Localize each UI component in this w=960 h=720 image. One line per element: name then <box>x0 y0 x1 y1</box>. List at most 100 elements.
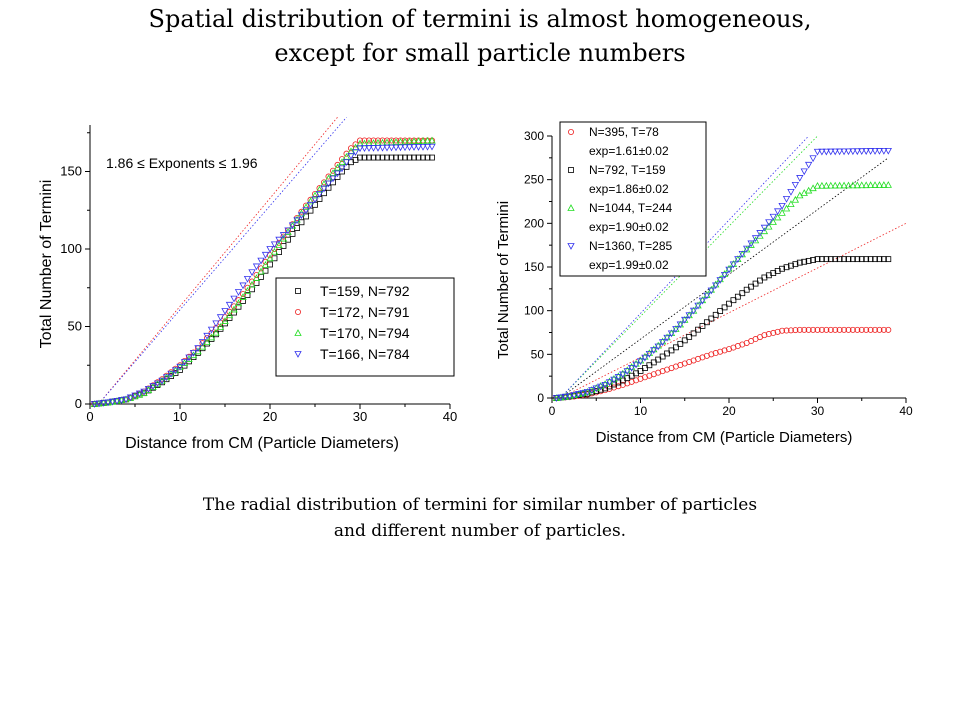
right-chart-legend-exp: exp=1.99±0.02 <box>589 258 669 272</box>
left-chart-data-point <box>392 144 400 152</box>
right-chart-fit-line <box>560 222 907 399</box>
right-chart-data-point <box>796 175 804 182</box>
right-chart-data-point <box>716 277 724 284</box>
slide-title-line-1: Spatial distribution of termini is almos… <box>148 5 812 33</box>
right-chart-data-point <box>623 366 631 374</box>
right-chart-legend-label: N=1044, T=244 <box>589 201 673 215</box>
right-chart-y-tick-label: 100 <box>524 304 544 318</box>
right-chart-data-point <box>875 148 884 155</box>
left-chart-data-point <box>347 153 355 160</box>
right-chart-data-point <box>636 358 645 366</box>
left-chart-data-point <box>162 374 171 382</box>
right-chart-data-point <box>871 148 879 155</box>
right-chart-data-point <box>566 393 574 401</box>
right-chart-data-point <box>827 148 835 156</box>
right-chart-x-tick-label: 10 <box>634 404 648 418</box>
right-chart-data-point <box>774 208 782 216</box>
right-chart-data-point <box>597 386 604 393</box>
right-chart-data-point <box>699 323 706 329</box>
left-chart-data-point <box>388 154 395 161</box>
right-chart-data-point <box>583 388 592 396</box>
right-chart-data-point <box>858 148 866 156</box>
right-chart-data-point <box>668 347 675 354</box>
right-chart-data-point <box>792 261 799 268</box>
right-chart-data-point <box>717 348 724 355</box>
right-chart-data-point <box>832 326 839 333</box>
left-chart-data-point <box>384 154 390 161</box>
left-chart-data-point <box>424 154 431 161</box>
right-chart-data-point <box>813 181 822 189</box>
left-chart-data-point <box>248 278 255 285</box>
left-chart-data-point <box>393 154 399 161</box>
right-chart-data-point <box>579 390 587 397</box>
left-chart-data-point <box>122 396 130 404</box>
left-chart-data-point <box>429 154 435 161</box>
left-chart-data-point <box>261 261 270 268</box>
left-chart-data-point <box>203 338 211 345</box>
left-chart-data-point <box>198 339 207 346</box>
right-chart-data-point <box>561 393 569 401</box>
right-chart-data-point <box>725 264 733 272</box>
right-chart-y-tick-label: 300 <box>524 129 544 143</box>
right-chart-data-point <box>866 181 875 189</box>
left-chart-data-point <box>329 169 337 176</box>
right-chart-data-point <box>796 259 803 266</box>
left-chart-data-point <box>212 328 220 336</box>
right-chart-data-point <box>858 326 865 333</box>
left-chart-data-point <box>325 173 332 180</box>
left-chart-data-point <box>253 271 260 278</box>
left-chart-data-point <box>401 144 409 152</box>
left-chart-data-point <box>302 203 310 211</box>
right-chart-legend-marker <box>568 128 575 135</box>
left-chart-data-point <box>234 299 243 307</box>
left-chart-data-point <box>280 233 287 240</box>
left-chart-data-point <box>140 388 148 396</box>
right-chart-data-point <box>782 204 791 212</box>
left-chart-legend-marker <box>294 308 301 315</box>
right-chart-data-point <box>836 326 843 333</box>
left-chart-data-point <box>410 144 418 151</box>
right-chart-legend-label: N=792, T=159 <box>589 163 666 177</box>
right-chart-data-point <box>823 326 830 333</box>
left-chart-data-point <box>104 399 112 407</box>
right-chart-data-point <box>871 181 879 188</box>
right-chart-data-point <box>627 364 636 372</box>
left-chart-data-point <box>414 137 423 144</box>
left-chart-data-point <box>315 191 324 198</box>
left-chart-y-tick-label: 50 <box>68 319 82 334</box>
right-chart-data-point <box>739 290 746 297</box>
left-chart-data-point <box>293 217 301 225</box>
right-chart-legend-marker <box>568 167 574 173</box>
right-chart-y-tick-label: 0 <box>537 391 544 405</box>
right-chart-data-point <box>822 148 831 156</box>
left-chart-data-point <box>117 397 126 404</box>
left-chart-data-point <box>387 144 396 152</box>
right-chart-data-point <box>813 148 822 156</box>
left-chart-data-point <box>131 392 139 400</box>
right-chart-data-point <box>725 266 733 274</box>
left-chart-data-point <box>248 269 256 277</box>
right-chart-data-point <box>765 222 773 230</box>
right-chart-data-point <box>557 394 565 402</box>
right-chart-y-tick-label: 150 <box>524 260 544 274</box>
right-chart-data-point <box>632 359 640 367</box>
slide-caption: The radial distribution of termini for s… <box>0 492 960 544</box>
right-chart-data-point <box>809 155 817 163</box>
left-chart-data-point <box>108 398 117 406</box>
right-chart-data-point <box>872 256 878 263</box>
left-chart-x-tick-label: 10 <box>173 409 187 424</box>
left-chart-data-point <box>298 208 305 215</box>
left-chart-data-point <box>244 284 251 291</box>
slide-title: Spatial distribution of termini is almos… <box>0 2 960 70</box>
right-chart-data-point <box>827 326 834 333</box>
left-chart-data-point <box>306 201 315 209</box>
right-chart-data-point <box>884 147 892 155</box>
right-chart-data-point <box>743 286 750 293</box>
right-chart-legend-exp: exp=1.61±0.02 <box>589 144 669 158</box>
right-chart-data-point <box>862 148 870 155</box>
right-chart-data-point <box>721 347 728 354</box>
right-chart-data-point <box>685 312 693 320</box>
left-chart-data-point <box>225 311 234 319</box>
left-chart-data-point <box>379 154 386 161</box>
right-chart-data-point <box>884 181 892 188</box>
